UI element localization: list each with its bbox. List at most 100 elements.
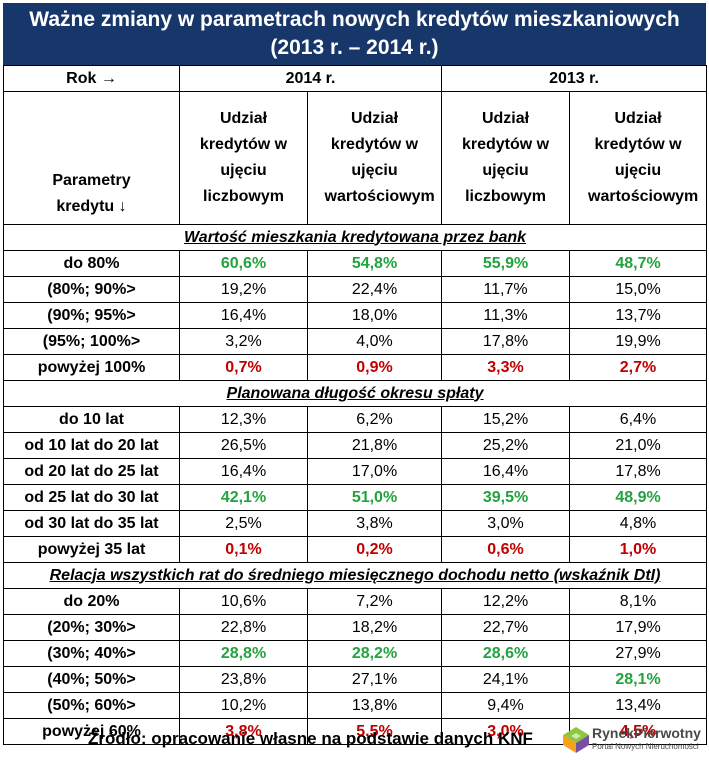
table-cell: 54,8%: [306, 250, 443, 277]
table-cell: 15,0%: [569, 276, 708, 303]
table-row: od 30 lat do 35 lat 2,5% 3,8% 3,0% 4,8%: [3, 510, 708, 537]
table-cell: 12,3%: [179, 406, 308, 433]
table-cell: 11,7%: [441, 276, 571, 303]
table-cell: 15,2%: [441, 406, 571, 433]
table-cell: 18,2%: [306, 614, 443, 641]
table-cell: 12,2%: [441, 588, 571, 615]
table-row: od 10 lat do 20 lat 26,5% 21,8% 25,2% 21,0%: [3, 432, 708, 459]
col-2014-value-label: Udział kredytów w ujęciu wartościowym: [324, 110, 435, 205]
table-cell: 6,2%: [306, 406, 443, 433]
row-label: od 10 lat do 20 lat: [3, 432, 180, 459]
row-label: (80%; 90%>: [3, 276, 180, 303]
table-cell: 4,8%: [569, 510, 708, 537]
row-label: od 30 lat do 35 lat: [3, 510, 180, 537]
table-cell: 28,6%: [441, 640, 571, 667]
table-cell: 25,2%: [441, 432, 571, 459]
table-cell: 3,0%: [441, 718, 571, 745]
table-cell: 2,5%: [179, 510, 308, 537]
row-label: (20%; 30%>: [3, 614, 180, 641]
table-row: (90%; 95%> 16,4% 18,0% 11,3% 13,7%: [3, 302, 708, 329]
table-cell: 55,9%: [441, 250, 571, 277]
table-cell: 17,9%: [569, 614, 708, 641]
section-row: Wartość mieszkania kredytowana przez ban…: [2, 224, 708, 251]
col-2014-value-header: Udział kredytów w ujęciu wartościowym: [306, 91, 443, 225]
section-title: Relacja wszystkich rat do średniego mies…: [2, 562, 708, 589]
table-cell: 21,0%: [569, 432, 708, 459]
row-label: do 80%: [3, 250, 180, 277]
footer: Źródło: opracowanie własne na podstawie …: [0, 724, 709, 756]
table-cell: 3,0%: [441, 510, 571, 537]
table-cell: 10,2%: [179, 692, 308, 719]
table-cell: 4,5%: [569, 718, 708, 745]
row-label: od 25 lat do 30 lat: [3, 484, 180, 511]
table-row: (80%; 90%> 19,2% 22,4% 11,7% 15,0%: [3, 276, 708, 303]
table-cell: 13,4%: [569, 692, 708, 719]
col-2013-count-header: Udział kredytów w ujęciu liczbowym: [441, 91, 571, 225]
col-2013-count-label: Udział kredytów w ujęciu liczbowym: [461, 110, 550, 205]
table-cell: 22,4%: [306, 276, 443, 303]
rynekpierwotny-logo-icon: [563, 727, 589, 753]
table-cell: 22,8%: [179, 614, 308, 641]
table-cell: 19,9%: [569, 328, 708, 355]
table-cell: 3,8%: [179, 718, 308, 745]
table-cell: 3,8%: [306, 510, 443, 537]
row-label: (40%; 50%>: [3, 666, 180, 693]
table-row: (95%; 100%> 3,2% 4,0% 17,8% 19,9%: [3, 328, 708, 355]
table-cell: 48,7%: [569, 250, 708, 277]
table-cell: 42,1%: [179, 484, 308, 511]
row-label: (95%; 100%>: [3, 328, 180, 355]
rynekpierwotny-logo: RynekPierwotny Portal Nowych Nieruchomoś…: [562, 724, 707, 756]
year-2013-header: 2013 r.: [441, 65, 708, 92]
row-label: (30%; 40%>: [3, 640, 180, 667]
table-cell: 2,7%: [569, 354, 708, 381]
table-cell: 0,7%: [179, 354, 308, 381]
table-row: od 25 lat do 30 lat 42,1% 51,0% 39,5% 48,9%: [3, 484, 708, 511]
table-row: do 80% 60,6% 54,8% 55,9% 48,7%: [3, 250, 708, 277]
table-cell: 28,2%: [306, 640, 443, 667]
row-label: (50%; 60%>: [3, 692, 180, 719]
table-cell: 16,4%: [179, 302, 308, 329]
section-title: Wartość mieszkania kredytowana przez ban…: [2, 224, 708, 251]
table-cell: 13,8%: [306, 692, 443, 719]
parametry-kredytu-label: Parametry kredytu ↓: [52, 172, 131, 215]
table-cell: 51,0%: [306, 484, 443, 511]
table-cell: 18,0%: [306, 302, 443, 329]
table-cell: 6,4%: [569, 406, 708, 433]
row-label: powyżej 35 lat: [3, 536, 180, 563]
table-row: (50%; 60%> 10,2% 13,8% 9,4% 13,4%: [3, 692, 708, 719]
table-cell: 22,7%: [441, 614, 571, 641]
table-cell: 0,1%: [179, 536, 308, 563]
table-cell: 13,7%: [569, 302, 708, 329]
table-cell: 17,0%: [306, 458, 443, 485]
year-2014-header: 2014 r.: [178, 65, 443, 92]
table-row: powyżej 100% 0,7% 0,9% 3,3% 2,7%: [3, 354, 708, 381]
table-row: (40%; 50%> 23,8% 27,1% 24,1% 28,1%: [3, 666, 708, 693]
row-label: od 20 lat do 25 lat: [3, 458, 180, 485]
table-cell: 28,1%: [569, 666, 708, 693]
table-row: od 20 lat do 25 lat 16,4% 17,0% 16,4% 17,8%: [3, 458, 708, 485]
col-2013-value-label: Udział kredytów w ujęciu wartościowym: [588, 110, 699, 205]
table-cell: 10,6%: [179, 588, 308, 615]
table-cell: 23,8%: [179, 666, 308, 693]
table-cell: 3,3%: [441, 354, 571, 381]
table-row: (30%; 40%> 28,8% 28,2% 28,6% 27,9%: [3, 640, 708, 667]
table-cell: 24,1%: [441, 666, 571, 693]
table-cell: 19,2%: [179, 276, 308, 303]
table-cell: 7,2%: [306, 588, 443, 615]
title-line-2: (2013 r. – 2014 r.): [270, 36, 439, 59]
row-label: powyżej 60%: [3, 718, 180, 745]
col-2013-value-header: Udział kredytów w ujęciu wartościowym: [569, 91, 708, 225]
table-cell: 16,4%: [441, 458, 571, 485]
row-label: do 10 lat: [3, 406, 180, 433]
logo-subtitle: Portal Nowych Nieruchomości: [592, 742, 699, 751]
table-row: (20%; 30%> 22,8% 18,2% 22,7% 17,9%: [3, 614, 708, 641]
table-cell: 17,8%: [569, 458, 708, 485]
column-header-row: Parametry kredytu ↓ Udział kredytów w uj…: [3, 91, 708, 225]
table-cell: 0,2%: [306, 536, 443, 563]
table-cell: 3,2%: [179, 328, 308, 355]
col-2014-count-header: Udział kredytów w ujęciu liczbowym: [179, 91, 308, 225]
table-cell: 0,9%: [306, 354, 443, 381]
row-label: powyżej 100%: [3, 354, 180, 381]
title-line-1: Ważne zmiany w parametrach nowych kredyt…: [29, 8, 680, 31]
